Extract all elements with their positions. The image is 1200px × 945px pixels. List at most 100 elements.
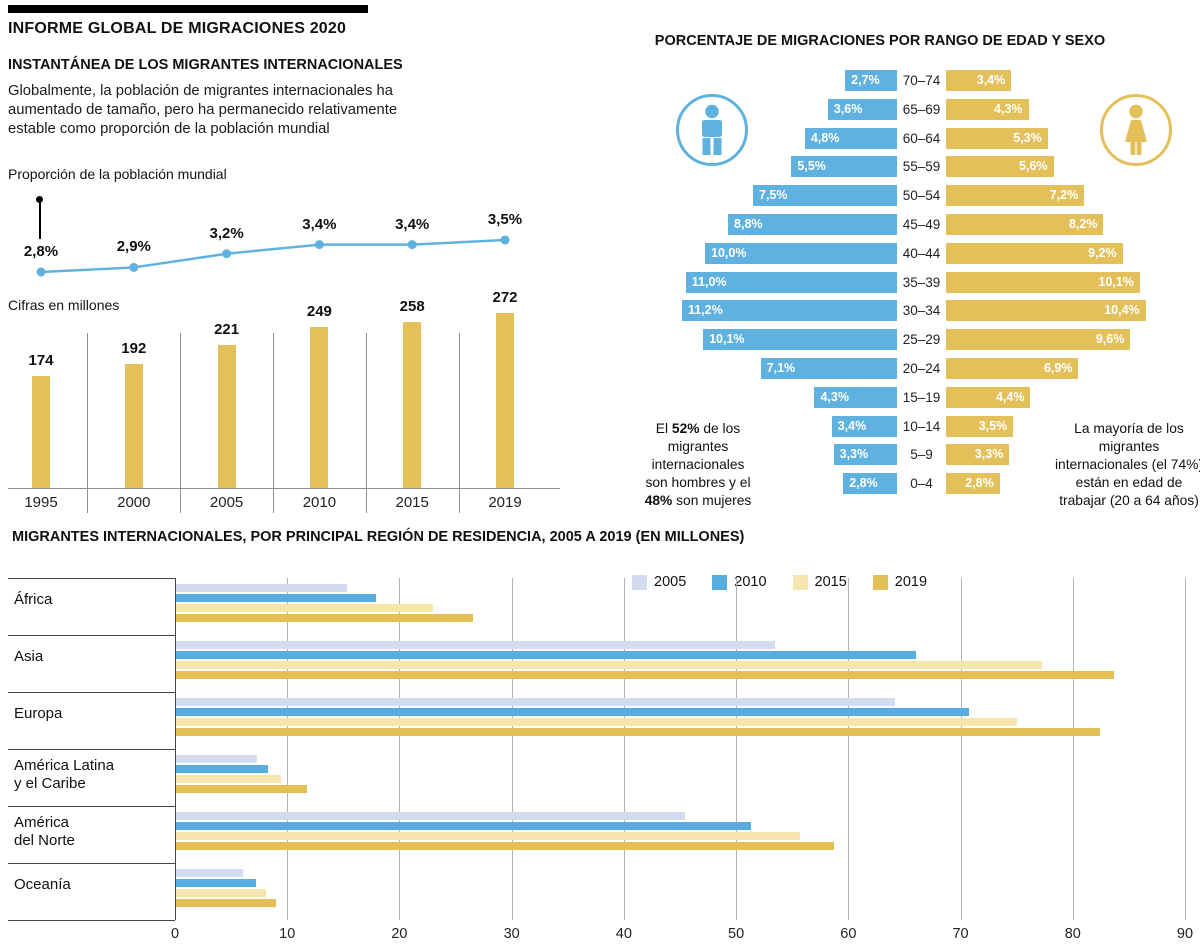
legend-swatch bbox=[872, 574, 888, 590]
region-bar-2015 bbox=[176, 661, 1043, 670]
female-bar: 3,4% bbox=[946, 70, 1012, 91]
bar-chart-label: Cifras en millones bbox=[8, 297, 120, 313]
region-bar-2019 bbox=[176, 614, 474, 623]
line-point-dot bbox=[36, 267, 46, 277]
female-bar: 6,9% bbox=[946, 358, 1079, 379]
region-bar-2010 bbox=[176, 821, 751, 830]
year-divider bbox=[365, 333, 367, 513]
legend-swatch bbox=[712, 574, 728, 590]
male-bar: 11,2% bbox=[681, 300, 897, 322]
gridline bbox=[736, 578, 738, 920]
millions-bar bbox=[403, 321, 422, 488]
gridline bbox=[1072, 578, 1074, 920]
legend-swatch bbox=[792, 574, 808, 590]
tick-label: 10 bbox=[279, 926, 296, 942]
row-separator bbox=[8, 749, 175, 750]
male-bar: 2,7% bbox=[845, 70, 897, 91]
report-title: INFORME GLOBAL DE MIGRACIONES 2020 bbox=[8, 20, 347, 37]
region-bar-2019 bbox=[176, 785, 308, 794]
region-label: Asia bbox=[14, 648, 43, 666]
tick-label: 40 bbox=[615, 926, 632, 942]
male-bar: 10,0% bbox=[705, 242, 897, 264]
female-bar: 9,6% bbox=[946, 329, 1131, 351]
age-group-label: 45–49 bbox=[902, 217, 941, 232]
legend-item-2019: 2019 bbox=[872, 574, 927, 590]
pyramid-note-left: El 52% de los migrantes internacionales … bbox=[641, 420, 755, 510]
year-label: 2000 bbox=[117, 494, 151, 511]
female-bar: 9,2% bbox=[946, 242, 1123, 264]
line-point-label: 2,9% bbox=[116, 238, 151, 256]
snapshot-section-title: INSTANTÁNEA DE LOS MIGRANTES INTERNACION… bbox=[8, 57, 403, 73]
line-chart-label: Proporción de la población mundial bbox=[8, 166, 227, 182]
female-bar: 2,8% bbox=[946, 473, 1000, 495]
year-label: 2010 bbox=[302, 494, 337, 511]
male-bar: 3,6% bbox=[827, 98, 897, 120]
millions-bar bbox=[310, 327, 329, 488]
age-group-label: 55–59 bbox=[902, 159, 941, 175]
tick-label: 30 bbox=[503, 926, 520, 942]
pyramid-section-title: PORCENTAJE DE MIGRACIONES POR RANGO DE E… bbox=[654, 33, 1106, 49]
millions-bar-value: 272 bbox=[492, 288, 518, 306]
line-point-dot bbox=[314, 240, 324, 250]
female-bar: 8,2% bbox=[946, 214, 1104, 235]
region-label-line: del Norte bbox=[14, 832, 75, 849]
region-bar-2019 bbox=[176, 842, 834, 851]
line-point-label: 3,4% bbox=[302, 215, 337, 233]
region-bar-2019 bbox=[176, 671, 1115, 680]
note-left-bold-value: 48% bbox=[644, 492, 673, 508]
snapshot-description: Globalmente, la población de migrantes i… bbox=[8, 83, 398, 137]
age-group-label: 70–74 bbox=[902, 73, 941, 88]
tick-label: 20 bbox=[391, 926, 408, 942]
regions-section-title: MIGRANTES INTERNACIONALES, POR PRINCIPAL… bbox=[12, 529, 745, 545]
female-bar: 5,3% bbox=[946, 127, 1048, 149]
male-icon bbox=[676, 94, 748, 166]
region-bar-2010 bbox=[176, 650, 916, 659]
millions-bar-value: 192 bbox=[121, 340, 147, 358]
age-group-label: 60–64 bbox=[902, 130, 941, 146]
tick-label: 0 bbox=[170, 926, 180, 942]
male-pictogram bbox=[702, 104, 722, 155]
region-bar-2005 bbox=[176, 583, 347, 592]
age-group-label: 30–34 bbox=[902, 303, 941, 319]
age-group-label: 65–69 bbox=[902, 101, 941, 117]
region-label-line: América Latina bbox=[14, 757, 115, 774]
row-separator bbox=[8, 692, 175, 693]
age-group-label: 35–39 bbox=[902, 274, 941, 290]
region-bar-2005 bbox=[176, 811, 686, 820]
male-bar: 8,8% bbox=[728, 214, 897, 235]
region-bar-2010 bbox=[176, 707, 970, 716]
region-bar-2005 bbox=[176, 640, 776, 649]
line-point-dot bbox=[129, 262, 139, 272]
region-label: Europa bbox=[14, 705, 62, 723]
region-bar-2015 bbox=[176, 832, 800, 841]
male-bar: 5,5% bbox=[791, 156, 897, 178]
year-label: 2005 bbox=[209, 494, 244, 511]
gridline bbox=[511, 578, 513, 920]
male-bar: 7,5% bbox=[753, 185, 897, 207]
region-label: Oceanía bbox=[14, 876, 71, 894]
age-group-label: 15–19 bbox=[902, 389, 941, 405]
female-bar: 7,2% bbox=[946, 185, 1085, 207]
millions-bar bbox=[32, 375, 50, 488]
region-label-line: y el Caribe bbox=[14, 775, 86, 792]
female-bar: 3,5% bbox=[946, 415, 1014, 437]
line-point-label: 3,2% bbox=[209, 224, 244, 242]
age-group-label: 40–44 bbox=[902, 245, 941, 261]
region-label-line: América bbox=[14, 814, 70, 831]
female-bar: 10,1% bbox=[946, 271, 1140, 293]
male-bar: 10,1% bbox=[703, 329, 897, 351]
row-separator bbox=[8, 806, 175, 807]
millions-bar bbox=[124, 364, 143, 488]
region-bar-2010 bbox=[176, 878, 256, 887]
row-separator bbox=[8, 920, 175, 921]
x-axis-line bbox=[8, 488, 560, 489]
note-left-text: son mujeres bbox=[672, 492, 752, 508]
leader-line bbox=[39, 203, 41, 239]
line-point-label: 3,4% bbox=[395, 215, 430, 233]
legend-label: 2010 bbox=[734, 574, 767, 590]
millions-bar-value: 221 bbox=[214, 321, 240, 339]
legend-item-2005: 2005 bbox=[632, 574, 686, 590]
legend-label: 2015 bbox=[814, 574, 847, 590]
note-left-text: El bbox=[655, 421, 672, 436]
region-bar-2015 bbox=[176, 889, 266, 898]
